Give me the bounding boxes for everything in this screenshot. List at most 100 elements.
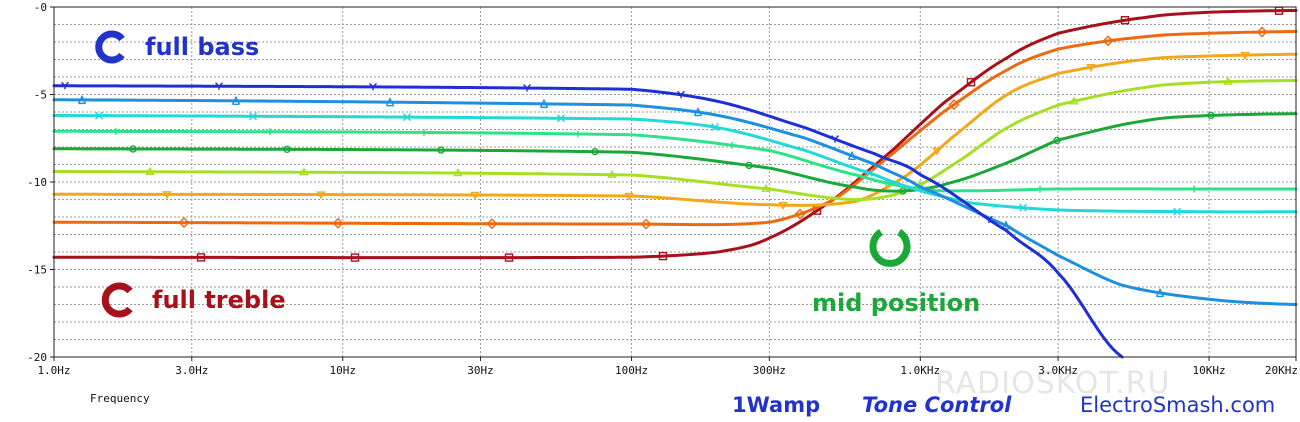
series-line [52, 79, 1298, 201]
x-tick-label: 30Hz [467, 364, 494, 377]
footer-title: Tone Control [862, 393, 1012, 417]
series-marker [1053, 136, 1061, 145]
mid-position-annotation: mid position [812, 229, 980, 317]
series-marker [385, 97, 395, 107]
x-tick-label: 3.0KHz [1038, 364, 1078, 377]
y-axis: -0 -5 -10 -15 -20 [27, 1, 54, 364]
series-line [52, 98, 1298, 306]
x-tick-label: 1.0KHz [900, 364, 940, 377]
series-marker [283, 145, 291, 154]
series-marker [948, 99, 960, 111]
series-marker [932, 147, 942, 156]
series-marker [332, 217, 344, 229]
series-marker [437, 146, 445, 154]
x-axis-label: Frequency [90, 392, 150, 405]
series-marker [215, 82, 223, 90]
series-marker [539, 98, 549, 109]
series-marker [95, 111, 103, 120]
series-marker [77, 94, 87, 105]
knob-mid-icon [869, 229, 911, 267]
series-marker [196, 253, 206, 262]
series-line [52, 30, 1298, 227]
series-marker [299, 167, 309, 176]
series-marker [1069, 96, 1079, 105]
x-axis: 1.0Hz 3.0Hz 10Hz 30Hz 100Hz 300Hz 1.0KHz 3.0KHz… [37, 357, 1298, 377]
series-marker [1120, 16, 1130, 25]
series-marker [728, 141, 736, 149]
series-5 [52, 111, 1298, 195]
series-marker [523, 84, 531, 92]
watermark-text: RADIOSKOT.RU [935, 366, 1171, 401]
x-tick-label: 10KHz [1193, 364, 1226, 377]
x-tick-label: 3.0Hz [175, 364, 208, 377]
y-tick-label: -10 [27, 176, 47, 189]
series-marker [794, 208, 806, 220]
series-marker [504, 253, 514, 262]
series-marker [1155, 287, 1165, 298]
series-marker [1036, 185, 1044, 193]
full-treble-annotation: full treble [101, 282, 286, 318]
series-marker [831, 135, 839, 143]
series-marker [453, 168, 463, 177]
series-marker [1102, 35, 1114, 47]
series-marker [249, 112, 257, 121]
series-8 [52, 26, 1298, 230]
full-bass-label: full bass [145, 33, 259, 61]
series-line [52, 114, 1298, 214]
series-marker [162, 191, 172, 200]
x-tick-label: 100Hz [615, 364, 648, 377]
series-marker [1256, 26, 1268, 38]
series-marker [591, 147, 599, 156]
series-3 [52, 111, 1298, 216]
series-marker [112, 127, 120, 135]
series-marker [693, 107, 703, 117]
series-line [52, 84, 1124, 359]
series-marker [403, 113, 411, 122]
series-marker [266, 128, 274, 136]
series-1 [52, 81, 1124, 359]
brand-label: 1Wamp [732, 393, 820, 417]
series-marker [1207, 111, 1215, 120]
series-marker [61, 81, 69, 90]
series-marker [778, 201, 788, 211]
site-label: ElectroSmash.com [1080, 393, 1275, 417]
series-marker [470, 191, 480, 200]
series-marker [486, 218, 498, 230]
mid-position-label: mid position [812, 289, 980, 317]
series-line [52, 129, 1298, 193]
series-marker [711, 123, 719, 132]
knob-bass-icon [95, 30, 125, 64]
series-marker [350, 253, 360, 262]
series-marker [369, 82, 377, 91]
y-tick-label: -20 [27, 351, 47, 364]
series-marker [316, 191, 326, 200]
series-marker [231, 95, 241, 106]
series-marker [574, 130, 582, 138]
series-7 [52, 51, 1298, 211]
series-layer [52, 6, 1298, 359]
series-marker [1223, 76, 1233, 85]
series-marker [420, 128, 428, 136]
series-marker [178, 217, 190, 229]
x-tick-label: 10Hz [330, 364, 357, 377]
series-marker [640, 218, 652, 230]
series-line [52, 112, 1298, 193]
series-marker [745, 161, 753, 170]
series-marker [1240, 51, 1250, 60]
series-marker [145, 166, 155, 175]
knob-treble-icon [101, 282, 133, 318]
series-marker [1086, 64, 1096, 73]
series-marker [658, 251, 668, 261]
full-treble-label: full treble [152, 286, 286, 314]
series-marker [129, 145, 137, 153]
series-marker [607, 169, 617, 178]
series-marker [677, 90, 685, 99]
y-tick-label: -15 [27, 264, 47, 277]
series-marker [847, 150, 857, 161]
series-marker [624, 192, 634, 201]
y-tick-label: -0 [34, 1, 47, 14]
series-9 [52, 6, 1298, 262]
x-tick-label: 1.0Hz [37, 364, 70, 377]
series-marker [966, 78, 976, 87]
